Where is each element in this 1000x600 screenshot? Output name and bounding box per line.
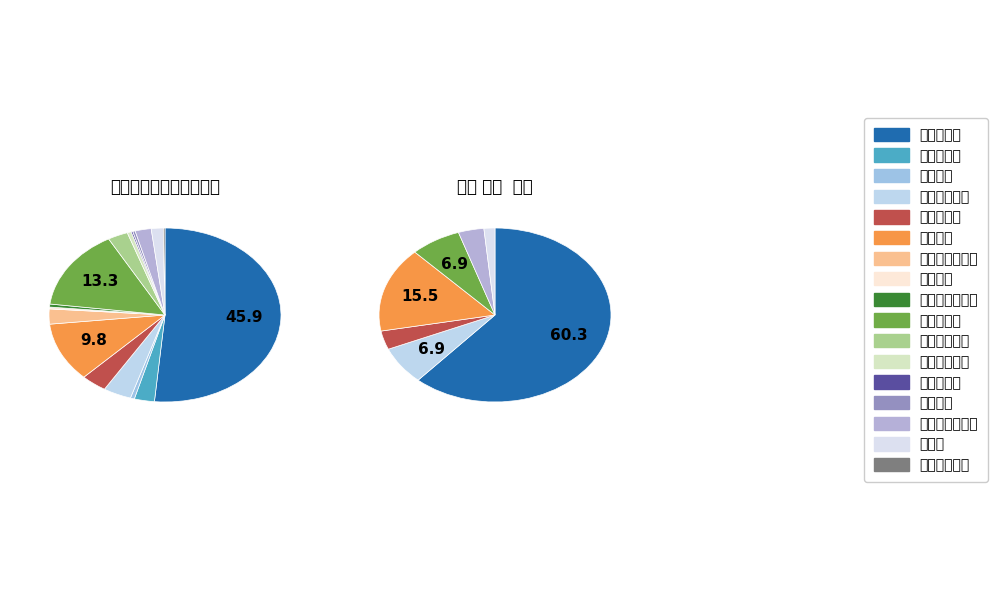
- Wedge shape: [133, 231, 165, 315]
- Wedge shape: [84, 315, 165, 389]
- Wedge shape: [381, 315, 495, 349]
- Wedge shape: [379, 252, 495, 331]
- Wedge shape: [49, 307, 165, 315]
- Wedge shape: [388, 315, 495, 380]
- Wedge shape: [104, 315, 165, 398]
- Wedge shape: [151, 228, 165, 315]
- Text: 15.5: 15.5: [401, 289, 439, 304]
- Wedge shape: [163, 228, 165, 315]
- Wedge shape: [131, 232, 165, 315]
- Wedge shape: [458, 229, 495, 315]
- Text: 45.9: 45.9: [225, 310, 263, 325]
- Text: 9.8: 9.8: [81, 333, 107, 348]
- Title: パ・リーグ全プレイヤー: パ・リーグ全プレイヤー: [110, 178, 220, 196]
- Text: 6.9: 6.9: [418, 342, 445, 357]
- Title: 角中 勝也  選手: 角中 勝也 選手: [457, 178, 533, 196]
- Wedge shape: [50, 315, 165, 377]
- Wedge shape: [49, 304, 165, 315]
- Wedge shape: [154, 228, 281, 402]
- Wedge shape: [49, 309, 165, 324]
- Wedge shape: [127, 232, 165, 315]
- Wedge shape: [130, 315, 165, 399]
- Wedge shape: [135, 229, 165, 315]
- Wedge shape: [134, 315, 165, 401]
- Wedge shape: [50, 239, 165, 315]
- Wedge shape: [484, 228, 495, 315]
- Text: 60.3: 60.3: [550, 328, 588, 343]
- Legend: ストレート, ツーシーム, シュート, カットボール, スプリット, フォーク, チェンジアップ, シンカー, 高速スライダー, スライダー, 縦スライダー, : ストレート, ツーシーム, シュート, カットボール, スプリット, フォーク,…: [864, 118, 988, 482]
- Wedge shape: [418, 228, 611, 402]
- Text: 13.3: 13.3: [81, 274, 118, 289]
- Text: 6.9: 6.9: [441, 257, 468, 272]
- Wedge shape: [415, 232, 495, 315]
- Wedge shape: [109, 233, 165, 315]
